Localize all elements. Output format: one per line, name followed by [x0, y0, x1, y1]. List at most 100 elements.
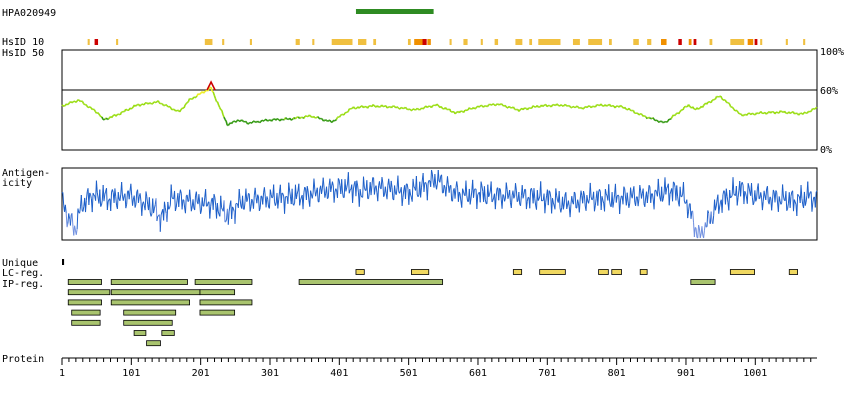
identity-line-segment: [149, 101, 151, 105]
antigenicity-line-segment: [130, 183, 133, 196]
identity-line-segment: [721, 98, 724, 101]
identity-line-segment: [743, 113, 746, 117]
antigenicity-line-segment: [530, 188, 533, 193]
antigenicity-line-segment: [490, 181, 493, 203]
hsid10-mark: [94, 39, 99, 45]
identity-line-segment: [419, 108, 422, 111]
identity-line-segment: [605, 104, 608, 107]
antigenicity-line-segment: [807, 181, 810, 199]
antigenicity-line-segment: [96, 192, 99, 199]
identity-line-segment: [294, 117, 298, 120]
identity-line-segment: [225, 120, 229, 126]
antigenicity-line-segment: [588, 198, 590, 204]
identity-line-segment: [129, 107, 132, 110]
identity-line-segment: [701, 105, 705, 108]
antigenicity-line-segment: [282, 193, 285, 197]
antigenicity-line-segment: [693, 227, 696, 238]
identity-line-segment: [454, 112, 457, 115]
identity-line-segment: [483, 105, 486, 107]
hsid10-mark: [760, 39, 763, 45]
antigenicity-line-segment: [248, 192, 250, 195]
antigenicity-line-segment: [190, 206, 193, 212]
identity-line-segment: [147, 102, 151, 105]
identity-line-segment: [212, 91, 216, 96]
antigenicity-line-segment: [630, 187, 632, 196]
identity-line-segment: [232, 120, 235, 123]
identity-line-segment: [526, 107, 530, 111]
identity-line-segment: [478, 105, 481, 108]
antigenicity-line-segment: [390, 180, 393, 188]
identity-peak-marker: [206, 80, 216, 91]
identity-line-segment: [594, 104, 598, 108]
identity-line-segment: [208, 87, 211, 90]
hsid10-mark: [331, 39, 353, 45]
antigenicity-line-segment: [178, 195, 181, 207]
antigenicity-line-segment: [431, 169, 433, 175]
antigenicity-line-segment: [152, 198, 155, 214]
identity-line-segment: [145, 102, 148, 104]
hsid10-mark: [678, 39, 682, 45]
identity-line-segment: [366, 105, 370, 109]
hsid10-mark: [754, 39, 758, 45]
antigenicity-line-segment: [337, 178, 340, 181]
antigenicity-line-segment: [507, 195, 510, 199]
antigenicity-line-segment: [184, 195, 187, 214]
antigenicity-line-segment: [425, 182, 427, 185]
identity-line-segment: [94, 111, 98, 114]
antigenicity-line-segment: [686, 199, 689, 219]
identity-line-segment: [432, 104, 434, 107]
antigenicity-line-segment: [760, 192, 763, 198]
antigenicity-line-segment: [169, 204, 171, 209]
antigenicity-line-segment: [730, 195, 733, 198]
antigenicity-line-segment: [423, 182, 426, 193]
antigenicity-line-segment: [137, 196, 140, 203]
antigenicity-line-segment: [614, 183, 617, 203]
identity-line-segment: [479, 104, 482, 107]
identity-line-segment: [218, 107, 222, 111]
identity-line-segment: [331, 120, 334, 123]
antigenicity-line-segment: [119, 194, 122, 202]
hsid10-mark: [116, 39, 119, 45]
identity-line-segment: [277, 118, 280, 121]
identity-line-segment: [216, 101, 220, 106]
antigenicity-line-segment: [594, 198, 597, 206]
lc-reg-segment: [355, 269, 365, 275]
identity-line-segment: [381, 104, 384, 108]
antigenicity-line-segment: [291, 188, 294, 205]
antigenicity-line-segment: [69, 214, 72, 226]
antigenicity-line-segment: [93, 194, 96, 197]
antigenicity-line-segment: [725, 188, 728, 197]
identity-line-segment: [424, 105, 427, 108]
antigenicity-line-segment: [401, 197, 404, 206]
antigenicity-line-segment: [82, 206, 85, 212]
antigenicity-line-segment: [287, 182, 290, 204]
hsid10-mark: [572, 39, 580, 45]
antigenicity-line-segment: [415, 176, 418, 196]
antigenicity-line-segment: [589, 182, 592, 197]
antigenicity-line-segment: [558, 191, 561, 208]
antigenicity-line-segment: [100, 200, 103, 206]
identity-line-segment: [258, 121, 261, 124]
identity-line-segment: [359, 105, 362, 108]
identity-line-segment: [309, 115, 313, 118]
antigenicity-line-segment: [540, 181, 543, 201]
identity-line-segment: [324, 119, 327, 122]
identity-line-segment: [815, 106, 818, 109]
ip-reg-segment: [199, 309, 236, 316]
identity-line-segment: [760, 111, 763, 114]
antigenicity-line-segment: [633, 186, 636, 203]
antigenicity-line-segment: [246, 199, 249, 202]
antigenicity-line-segment: [494, 196, 497, 210]
identity-line-segment: [790, 111, 793, 114]
antigenicity-line-segment: [450, 185, 453, 201]
antigenicity-line-segment: [133, 195, 136, 208]
antigenicity-line-segment: [754, 190, 757, 202]
identity-line-segment: [556, 103, 559, 106]
antigenicity-line-segment: [187, 200, 190, 202]
antigenicity-line-segment: [442, 184, 445, 194]
ip-reg-segment: [161, 330, 175, 336]
identity-line-segment: [130, 107, 133, 110]
antigenicity-line-segment: [373, 187, 376, 195]
antigenicity-line-segment: [305, 186, 308, 200]
antigenicity-line-segment: [192, 199, 195, 208]
